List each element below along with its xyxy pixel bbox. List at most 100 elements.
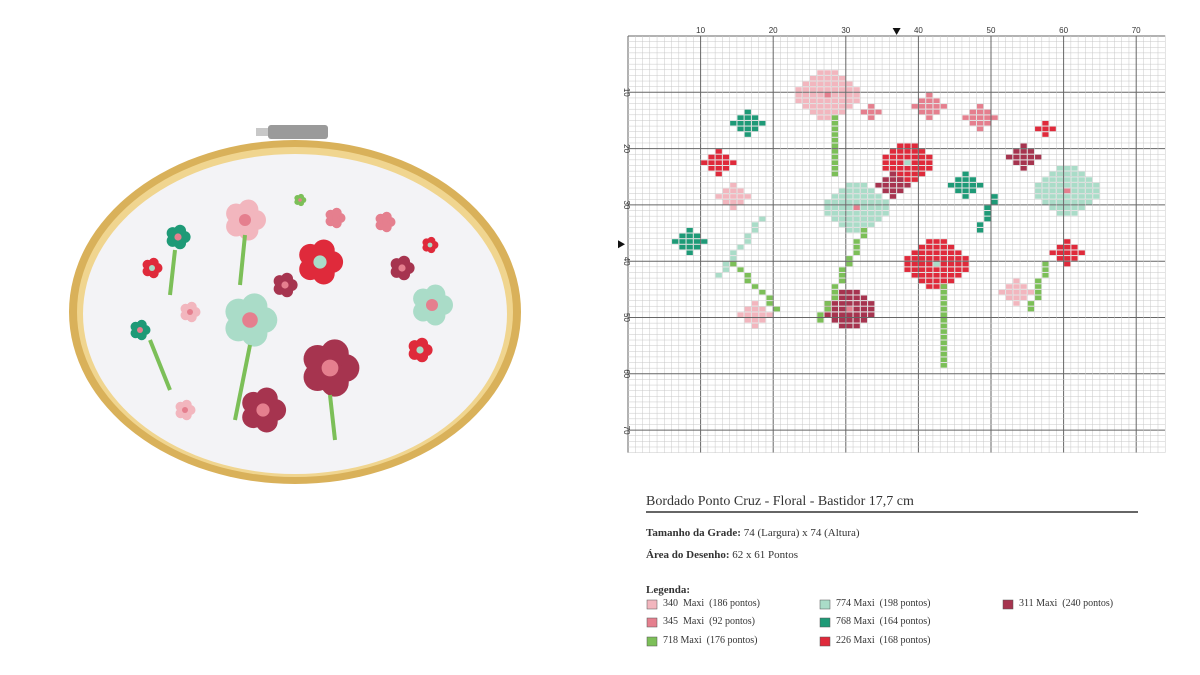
stitch [693,244,701,250]
stitch [868,222,875,227]
stitch [882,154,889,160]
stitch [853,250,860,256]
stitch [766,312,773,317]
stitch [817,70,824,75]
stitch [1064,211,1071,216]
stitch [744,194,751,199]
stitch [940,239,947,244]
stitch [751,306,759,312]
stitch [824,115,831,120]
stitch [904,154,911,160]
stitch [679,233,686,239]
stitch [868,104,875,109]
stitch [839,188,846,194]
stitch [1056,199,1064,205]
stitch [817,115,824,120]
embroidery-center [242,312,258,328]
stitch [940,256,947,261]
stitch [824,301,831,306]
stitch [904,261,911,267]
stitch [889,177,897,182]
stitch [759,216,766,222]
stitch [1027,160,1035,165]
stitch [846,199,853,205]
stitch [904,267,911,272]
stitch [962,182,969,188]
stitch [1071,205,1078,211]
stitch [722,160,730,165]
stitch [1056,194,1064,199]
stitch [868,188,875,194]
stitch [846,182,853,188]
stitch [940,334,947,340]
stitch [882,165,889,171]
stitch [831,199,839,205]
stitch [679,239,686,244]
stitch [1006,289,1013,295]
stitch [817,104,824,109]
stitch [868,216,875,222]
stitch [831,120,839,126]
stitch [926,267,933,272]
stitch [904,256,911,261]
stitch [831,98,839,104]
stitch [940,340,947,346]
stitch [817,318,824,323]
stitch [991,115,998,120]
stitch [853,182,860,188]
stitch [1078,171,1085,177]
stitch [1085,194,1093,199]
stitch [737,120,744,126]
stitch [1020,295,1027,301]
stitch [969,188,976,194]
stitch [1056,165,1064,171]
stitch [853,301,860,306]
stitch [933,239,940,244]
stitch [955,182,962,188]
stitch [831,149,839,154]
stitch [1056,244,1064,250]
stitch [897,149,904,154]
stitch [1042,261,1049,267]
stitch [737,267,744,272]
stitch [1085,182,1093,188]
stitch [918,154,926,160]
stitch [831,284,839,289]
stitch [759,312,766,317]
stitch [962,188,969,194]
stitch [947,267,955,272]
stitch [940,306,947,312]
stitch [701,239,708,244]
stitch [831,137,839,143]
stitch [846,261,853,267]
stitch [802,92,809,98]
stitch [831,301,839,306]
stitch [1020,149,1027,154]
stitch [1064,261,1071,267]
stitch [846,194,853,199]
stitch [860,222,868,227]
stitch [831,171,839,177]
stitch [853,87,860,92]
stitch [918,165,926,171]
top-label: 20 [769,26,778,35]
stitch [1064,188,1071,194]
stitch [737,199,744,205]
stitch [860,312,868,317]
stitch [889,171,897,177]
stitch [875,211,882,216]
legend-text: 340 Maxi (186 pontos) [663,598,760,609]
embroidery-center [239,214,251,226]
stitch [933,267,940,272]
stitch [853,306,860,312]
embroidery-center [298,198,302,202]
stitch [839,75,846,81]
stitch [766,301,773,306]
stitch [839,104,846,109]
stitch [911,160,918,165]
stitch [976,104,984,109]
stitch [1013,289,1020,295]
stitch [918,149,926,154]
stitch [926,104,933,109]
